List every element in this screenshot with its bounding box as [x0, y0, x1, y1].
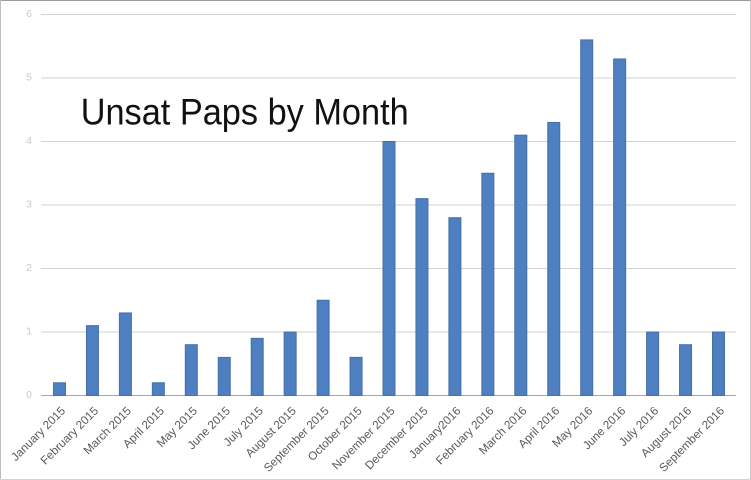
svg-text:0: 0: [26, 389, 32, 401]
svg-text:4: 4: [26, 135, 32, 147]
svg-text:2: 2: [26, 262, 32, 274]
svg-text:1: 1: [26, 326, 32, 338]
svg-text:6: 6: [26, 8, 32, 20]
svg-text:3: 3: [26, 199, 32, 211]
svg-text:5: 5: [26, 72, 32, 84]
svg-text:Unsat Paps by Month: Unsat Paps by Month: [81, 91, 409, 132]
